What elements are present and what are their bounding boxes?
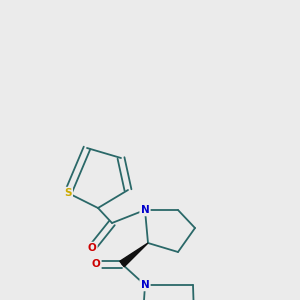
Text: N: N	[141, 205, 149, 215]
Text: O: O	[92, 259, 100, 269]
Text: O: O	[88, 243, 96, 253]
Text: S: S	[64, 188, 72, 198]
Text: N: N	[141, 280, 149, 290]
Polygon shape	[120, 243, 148, 267]
